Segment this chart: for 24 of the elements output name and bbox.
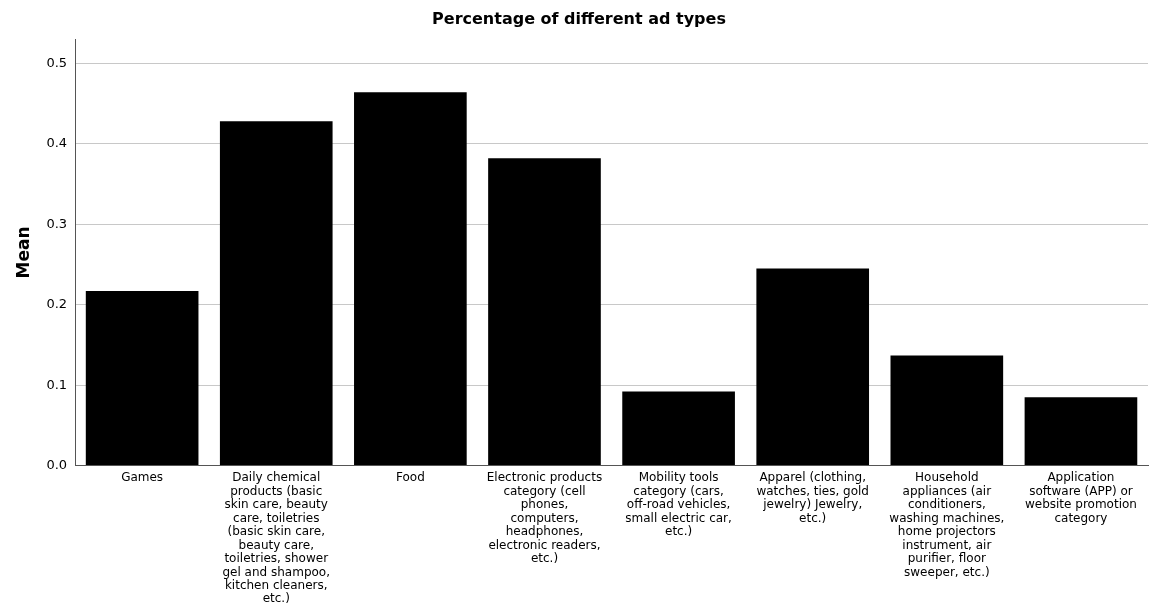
x-tick-label: Household appliances (air conditioners, washing machines, home projectors instrument, air purifier, floor sweeper, etc.) [889,470,1005,579]
x-tick-label: Games [121,470,164,485]
x-tick-label: Apparel (clothing, watches, ties, gold jewelry) Jewelry, etc.) [756,470,869,525]
bar [488,158,601,466]
x-tick-label: Electronic products category (cell phones, computers, headphones, electronic readers, etc.) [486,470,603,566]
y-tick-label: 0.3 [46,215,68,231]
bar [85,291,199,466]
x-tick-label: Mobility tools category (cars, off-road vehicles, small electric car, etc.) [625,470,732,539]
x-tick-label: Application software (APP) or website promotion category [1024,470,1137,525]
bar [219,121,333,466]
y-tick-label: 0.0 [46,456,68,472]
bar [1024,397,1138,466]
y-tick-label: 0.4 [46,135,68,151]
bar [622,391,735,466]
y-tick-label: 0.1 [46,376,68,392]
x-tick-label: Food [395,470,425,485]
bar [890,355,1004,466]
bar [756,268,870,466]
category-label: Daily chemical products (basic skin care, beauty care, toiletries (basic skin care, beauty care, toiletries, shower gel and shampoo, kitchen cleaners, etc.) [222,470,331,606]
bar [354,92,467,466]
y-tick-label: 0.2 [46,296,68,312]
chart-title: Percentage of different ad types [432,8,726,28]
y-axis-title: Mean [12,226,33,279]
y-tick-label: 0.5 [46,54,68,70]
